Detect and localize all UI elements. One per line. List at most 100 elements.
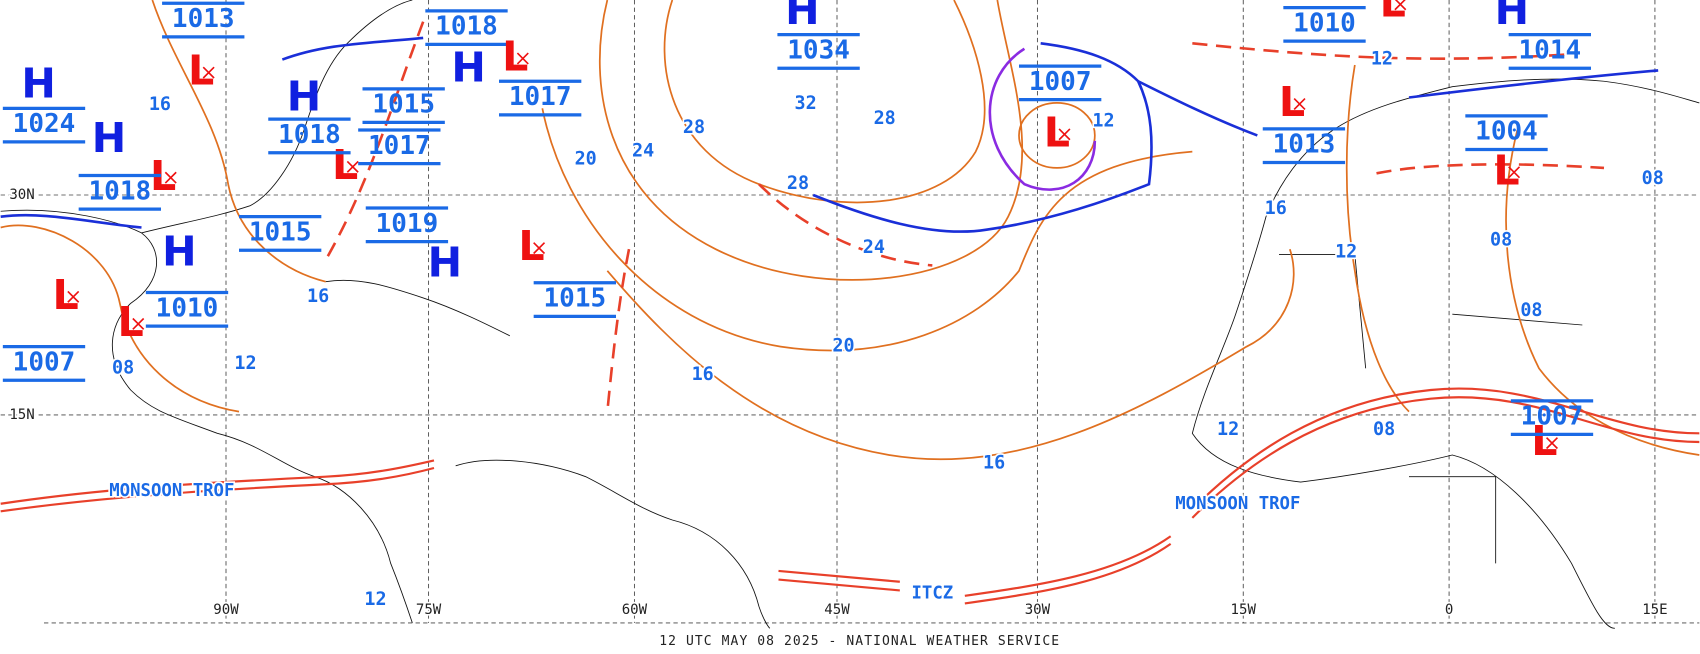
- monsoon-trough: [0, 466, 435, 513]
- coastline: [0, 209, 413, 624]
- isobar: [541, 108, 1193, 352]
- isobar-label: 16: [983, 453, 1005, 474]
- low-cross: [1394, 0, 1407, 11]
- pressure-label: 1018: [89, 176, 152, 206]
- low-cross: [1058, 128, 1071, 141]
- isobar-label: 32: [794, 93, 816, 114]
- pressure-label: 1007: [13, 347, 76, 377]
- isobar: [663, 0, 986, 204]
- coastline: [1265, 78, 1700, 217]
- low-cross: [132, 317, 145, 330]
- isobar-label: 20: [575, 148, 597, 169]
- isobar-label: 12: [1335, 241, 1357, 262]
- isobar-label: 28: [874, 108, 896, 129]
- coastline: [455, 459, 771, 629]
- longitude-label: 75W: [416, 602, 442, 618]
- low-cross: [1508, 166, 1521, 179]
- isobar-label: 16: [692, 364, 714, 385]
- longitude-label: 15W: [1231, 602, 1257, 618]
- occluded-front: [988, 47, 1097, 191]
- low-cross: [1546, 437, 1558, 450]
- coastlines: [0, 0, 1700, 629]
- isobar-label: 08: [112, 357, 134, 378]
- isobar-label: 28: [683, 117, 705, 138]
- isobar-label: 16: [307, 286, 329, 307]
- isobar-label: 12: [234, 353, 256, 374]
- convergence-zones: [0, 387, 1700, 605]
- coastline: [141, 0, 413, 234]
- pressure-label: 1007: [1029, 67, 1092, 97]
- pressure-label: 1010: [1293, 8, 1356, 38]
- trough: [758, 183, 933, 267]
- pressure-label: 1007: [1521, 402, 1584, 432]
- center-symbol: H: [21, 60, 55, 108]
- low-cross: [164, 171, 177, 184]
- itcz: [778, 535, 1172, 605]
- center-symbol: L: [1380, 0, 1406, 26]
- feature-label: ITCZ: [911, 584, 953, 604]
- trough: [606, 248, 631, 412]
- isobar-label: 12: [1371, 49, 1393, 70]
- feature-label: MONSOON TROF: [1175, 494, 1300, 514]
- pressure-label: 1024: [13, 109, 76, 139]
- feature-label: MONSOON TROF: [109, 481, 234, 501]
- trough: [1376, 163, 1605, 175]
- monsoon-trough: [1191, 396, 1700, 519]
- pressure-label: 1018: [278, 120, 341, 150]
- center-symbol: H: [287, 73, 321, 121]
- isobar: [0, 224, 240, 413]
- pressure-label: 1015: [544, 283, 607, 313]
- low-cross: [202, 66, 215, 79]
- isobar: [151, 0, 326, 283]
- front: [281, 36, 424, 61]
- monsoon-trough: [1191, 387, 1700, 510]
- low-cross: [516, 52, 529, 65]
- coastline: [325, 279, 511, 337]
- isobar: [598, 0, 1024, 281]
- center-symbol: H: [162, 228, 196, 276]
- center-symbol: H: [785, 0, 819, 34]
- monsoon-trough: [0, 459, 435, 505]
- longitude-label: 0: [1445, 602, 1453, 618]
- isobar-label: 12: [1092, 110, 1114, 131]
- isobar-label: 20: [832, 336, 854, 357]
- pressure-label: 1013: [1273, 130, 1336, 160]
- center-symbol: H: [92, 114, 126, 162]
- pressure-label: 1014: [1519, 35, 1582, 65]
- cold-front: [0, 213, 142, 229]
- isobar-label: 16: [149, 94, 171, 115]
- pressure-label: 1017: [509, 82, 572, 112]
- pressure-label: 1010: [156, 293, 219, 323]
- isobar: [1505, 129, 1700, 456]
- low-cross: [1293, 98, 1306, 110]
- pressure-label: 1013: [172, 4, 235, 34]
- low-cross: [533, 242, 546, 255]
- fronts: [0, 21, 1659, 412]
- graticule: [0, 0, 1700, 624]
- isobar-label: 24: [863, 237, 885, 258]
- trough: [324, 21, 425, 261]
- pressure-label: 1015: [372, 90, 435, 120]
- isobar-label: 08: [1642, 168, 1664, 189]
- center-symbol: H: [451, 43, 485, 91]
- isobar-label: 12: [1217, 419, 1239, 440]
- pressure-label: 1004: [1475, 117, 1538, 147]
- isobar-label: 12: [364, 589, 386, 610]
- longitude-label: 30W: [1025, 602, 1051, 618]
- pressure-label: 1034: [787, 35, 850, 65]
- isobar-label: 24: [632, 141, 654, 162]
- isobar: [606, 248, 1295, 461]
- trough: [1192, 42, 1572, 60]
- center-symbol: H: [1495, 0, 1529, 34]
- longitude-label: 60W: [622, 602, 648, 618]
- cold-front: [1137, 80, 1258, 137]
- front: [1040, 42, 1140, 83]
- border: [1279, 254, 1583, 564]
- pressure-label: 1017: [368, 131, 431, 161]
- isobar-label: 16: [1265, 198, 1287, 219]
- isobar-label: 28: [787, 173, 809, 194]
- isobar-label: 08: [1520, 300, 1542, 321]
